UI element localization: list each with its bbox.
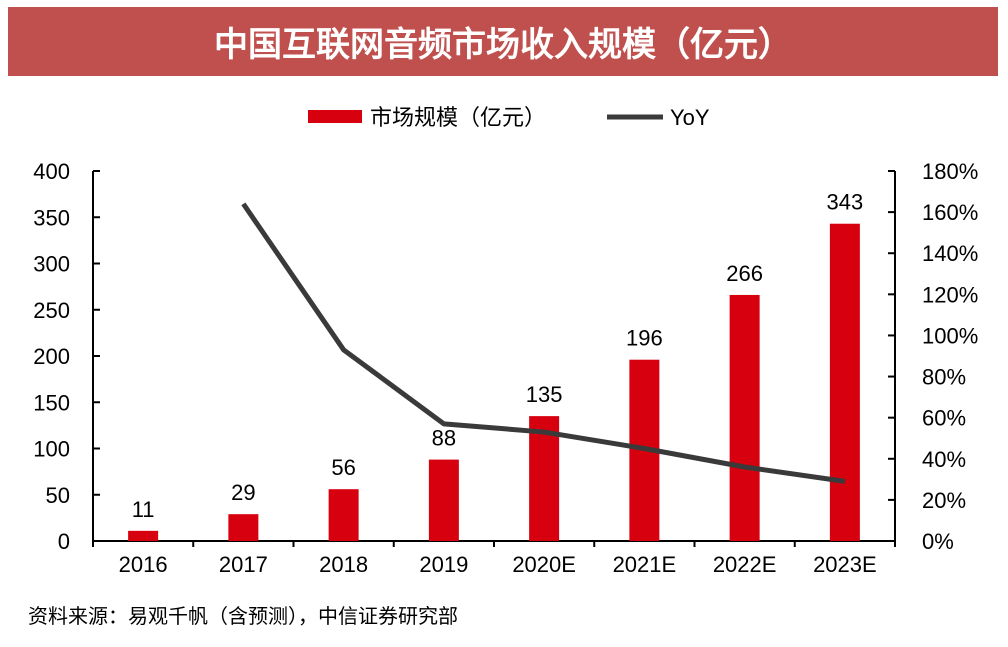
bar-value-label: 11 (132, 497, 155, 522)
left-tick-label: 300 (33, 252, 70, 277)
right-tick-label: 60% (922, 406, 966, 431)
legend-bar-label: 市场规模（亿元） (370, 105, 546, 130)
chart-title: 中国互联网音频市场收入规模（亿元） (8, 7, 998, 76)
bar (128, 530, 159, 541)
left-tick-label: 100 (33, 437, 70, 462)
left-tick-label: 150 (33, 390, 70, 415)
x-tick-label: 2017 (219, 552, 268, 577)
bar-value-label: 266 (726, 261, 763, 286)
bar (428, 459, 459, 541)
right-tick-label: 0% (922, 529, 954, 554)
bar (228, 514, 259, 541)
source-note: 资料来源：易观千帆（含预测），中信证券研究部 (28, 604, 458, 628)
bar-value-label: 88 (432, 426, 456, 451)
right-tick-label: 80% (922, 365, 966, 390)
x-tick-label: 2021E (613, 552, 677, 577)
chart: 0 50 100 150 200 250 300 350 400 0% 20% 40% 60% 80% 10… (33, 105, 978, 577)
left-tick-label: 400 (33, 159, 70, 184)
left-tick-label: 50 (46, 483, 70, 508)
bar-value-label: 56 (331, 455, 355, 480)
x-tick-label: 2023E (813, 552, 877, 577)
x-tick-label: 2016 (119, 552, 168, 577)
left-tick-label: 350 (33, 205, 70, 230)
bar (328, 489, 359, 541)
x-tick-label: 2022E (713, 552, 777, 577)
x-tick-label: 2019 (419, 552, 468, 577)
x-tick-label: 2020E (512, 552, 576, 577)
right-tick-label: 100% (922, 323, 978, 348)
right-tick-label: 120% (922, 282, 978, 307)
left-tick-label: 200 (33, 344, 70, 369)
legend-bar-swatch (308, 110, 362, 123)
right-tick-label: 40% (922, 447, 966, 472)
right-tick-label: 160% (922, 200, 978, 225)
bar-value-label: 29 (231, 480, 255, 505)
right-tick-label: 140% (922, 241, 978, 266)
bar-value-label: 135 (526, 382, 563, 407)
bar-value-label: 343 (827, 190, 864, 215)
legend-line-label: YoY (670, 105, 710, 130)
left-tick-label: 0 (58, 529, 70, 554)
x-tick-label: 2018 (319, 552, 368, 577)
right-tick-label: 180% (922, 159, 978, 184)
right-tick-label: 20% (922, 488, 966, 513)
left-tick-label: 250 (33, 298, 70, 323)
bar (729, 294, 760, 541)
bar (529, 416, 560, 541)
bar-value-label: 196 (626, 326, 663, 351)
bar (829, 223, 860, 541)
